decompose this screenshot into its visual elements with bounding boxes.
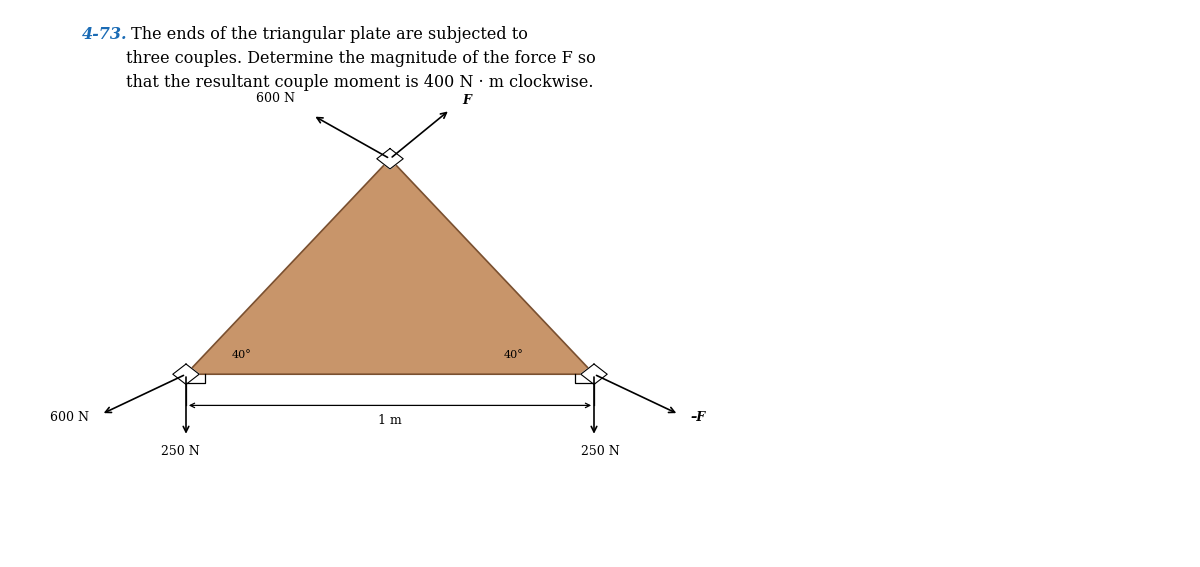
- Polygon shape: [173, 364, 199, 384]
- Text: 250 N: 250 N: [161, 445, 199, 458]
- Text: The ends of the triangular plate are subjected to
three couples. Determine the m: The ends of the triangular plate are sub…: [126, 26, 595, 91]
- Text: 40°: 40°: [504, 350, 523, 360]
- Text: –F: –F: [691, 412, 706, 425]
- Text: 40°: 40°: [232, 350, 251, 360]
- Polygon shape: [377, 149, 403, 169]
- Text: 600 N: 600 N: [256, 92, 295, 105]
- Text: 250 N: 250 N: [581, 445, 619, 458]
- Text: 4-73.: 4-73.: [82, 26, 127, 43]
- Polygon shape: [186, 159, 594, 374]
- Polygon shape: [581, 364, 607, 384]
- Text: F: F: [462, 94, 470, 107]
- Text: 1 m: 1 m: [378, 414, 402, 427]
- Text: 600 N: 600 N: [50, 412, 89, 425]
